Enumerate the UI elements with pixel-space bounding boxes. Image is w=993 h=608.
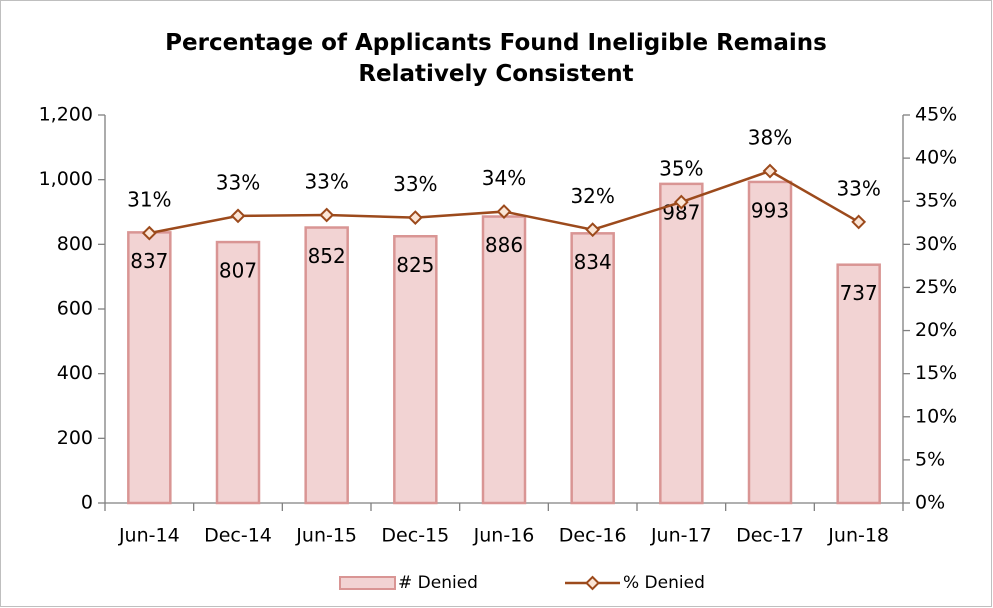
y2-tick-label: 5%	[915, 448, 945, 470]
y-tick-label: 0	[81, 492, 93, 514]
line-marker	[585, 222, 601, 238]
y-tick-label: 400	[57, 362, 93, 384]
x-tick-label: Dec-14	[204, 525, 272, 547]
bar-label: 737	[840, 281, 878, 305]
x-tick-label: Dec-17	[736, 525, 804, 547]
x-tick-label: Dec-16	[559, 525, 627, 547]
bar	[836, 263, 881, 505]
bar-label: 852	[308, 244, 346, 268]
x-tick-label: Jun-18	[827, 525, 889, 547]
legend-label: % Denied	[623, 573, 705, 593]
y2-tick-label: 40%	[915, 147, 957, 169]
y2-tick-label: 30%	[915, 233, 957, 255]
x-tick-label: Jun-17	[650, 525, 712, 547]
y2-tick-label: 0%	[915, 492, 945, 514]
line-marker	[407, 210, 423, 226]
x-tick-label: Jun-15	[295, 525, 357, 547]
legend-swatch	[339, 576, 396, 590]
line-label: 32%	[570, 184, 614, 208]
legend-marker	[585, 575, 600, 591]
bar-label: 837	[130, 249, 168, 273]
line-label: 35%	[659, 157, 703, 181]
bar	[393, 235, 438, 505]
bar-label: 993	[751, 198, 789, 222]
y-tick-label: 1,000	[39, 168, 93, 190]
y2-tick-label: 35%	[915, 190, 957, 212]
line-label: 33%	[393, 172, 437, 196]
line-label: 33%	[304, 170, 348, 194]
line-marker	[762, 163, 778, 179]
y2-tick-label: 25%	[915, 276, 957, 298]
x-tick-label: Jun-14	[118, 525, 180, 547]
y-tick-label: 800	[57, 233, 93, 255]
bar	[659, 182, 704, 505]
bar-label: 807	[219, 259, 257, 283]
line-label: 38%	[748, 126, 792, 150]
y2-tick-label: 45%	[915, 104, 957, 126]
bar-label: 886	[485, 233, 523, 257]
line-marker	[230, 208, 246, 224]
line-label: 31%	[127, 188, 171, 212]
line-label: 33%	[836, 176, 880, 200]
legend-label: # Denied	[398, 573, 478, 593]
y-tick-label: 200	[57, 427, 93, 449]
line-marker	[141, 225, 157, 241]
line-marker	[851, 214, 867, 230]
line-marker	[496, 204, 512, 219]
line-marker	[673, 194, 689, 210]
y-tick-label: 600	[57, 298, 93, 320]
bar	[215, 240, 261, 505]
bar	[747, 180, 793, 505]
y2-tick-label: 15%	[915, 362, 957, 384]
y-tick-label: 1,200	[39, 104, 93, 126]
bar	[127, 231, 172, 505]
chart-title: Percentage of Applicants Found Ineligibl…	[165, 30, 827, 87]
bar-label: 834	[574, 250, 612, 274]
line-marker	[319, 207, 335, 223]
x-tick-label: Dec-15	[381, 525, 449, 547]
line-label: 33%	[216, 170, 260, 194]
bar	[304, 226, 349, 505]
line-label: 34%	[482, 166, 526, 190]
bar-label: 825	[396, 253, 434, 277]
y2-tick-label: 20%	[915, 319, 957, 341]
bar	[481, 215, 527, 505]
y2-tick-label: 10%	[915, 405, 957, 427]
x-tick-label: Jun-16	[473, 525, 535, 547]
